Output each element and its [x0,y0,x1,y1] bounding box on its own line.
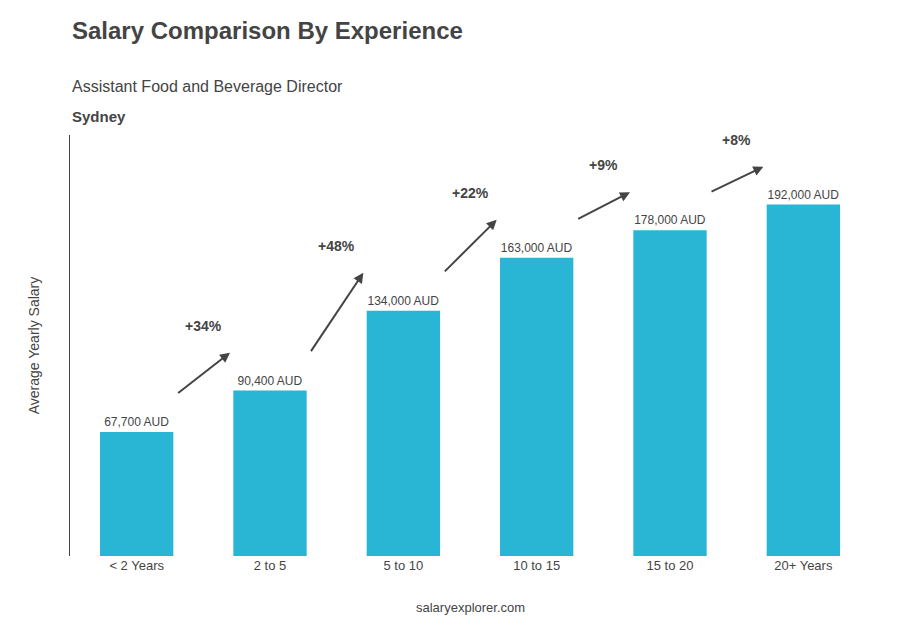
svg-text:10 to 15: 10 to 15 [513,558,560,573]
svg-text:Average Yearly Salary: Average Yearly Salary [26,277,42,415]
svg-text:+48%: +48% [318,238,355,254]
svg-text:192,000 AUD: 192,000 AUD [767,188,839,202]
svg-text:178,000 AUD: 178,000 AUD [634,213,706,227]
svg-text:< 2 Years: < 2 Years [109,558,164,573]
svg-text:15 to 20: 15 to 20 [647,558,694,573]
svg-text:163,000 AUD: 163,000 AUD [501,241,573,255]
svg-text:salaryexplorer.com: salaryexplorer.com [416,600,525,615]
svg-text:+34%: +34% [185,318,222,334]
svg-text:+22%: +22% [452,185,489,201]
svg-text:134,000 AUD: 134,000 AUD [367,294,439,308]
svg-text:5 to 10: 5 to 10 [383,558,423,573]
svg-text:2 to 5: 2 to 5 [254,558,287,573]
svg-text:Assistant Food and Beverage Di: Assistant Food and Beverage Director [72,78,343,95]
svg-text:Salary Comparison By Experienc: Salary Comparison By Experience [72,17,463,44]
svg-text:67,700 AUD: 67,700 AUD [104,415,169,429]
svg-text:90,400 AUD: 90,400 AUD [237,374,302,388]
svg-text:Sydney: Sydney [72,108,126,125]
svg-text:+9%: +9% [589,157,618,173]
svg-text:20+ Years: 20+ Years [774,558,833,573]
svg-text:+8%: +8% [722,132,751,148]
